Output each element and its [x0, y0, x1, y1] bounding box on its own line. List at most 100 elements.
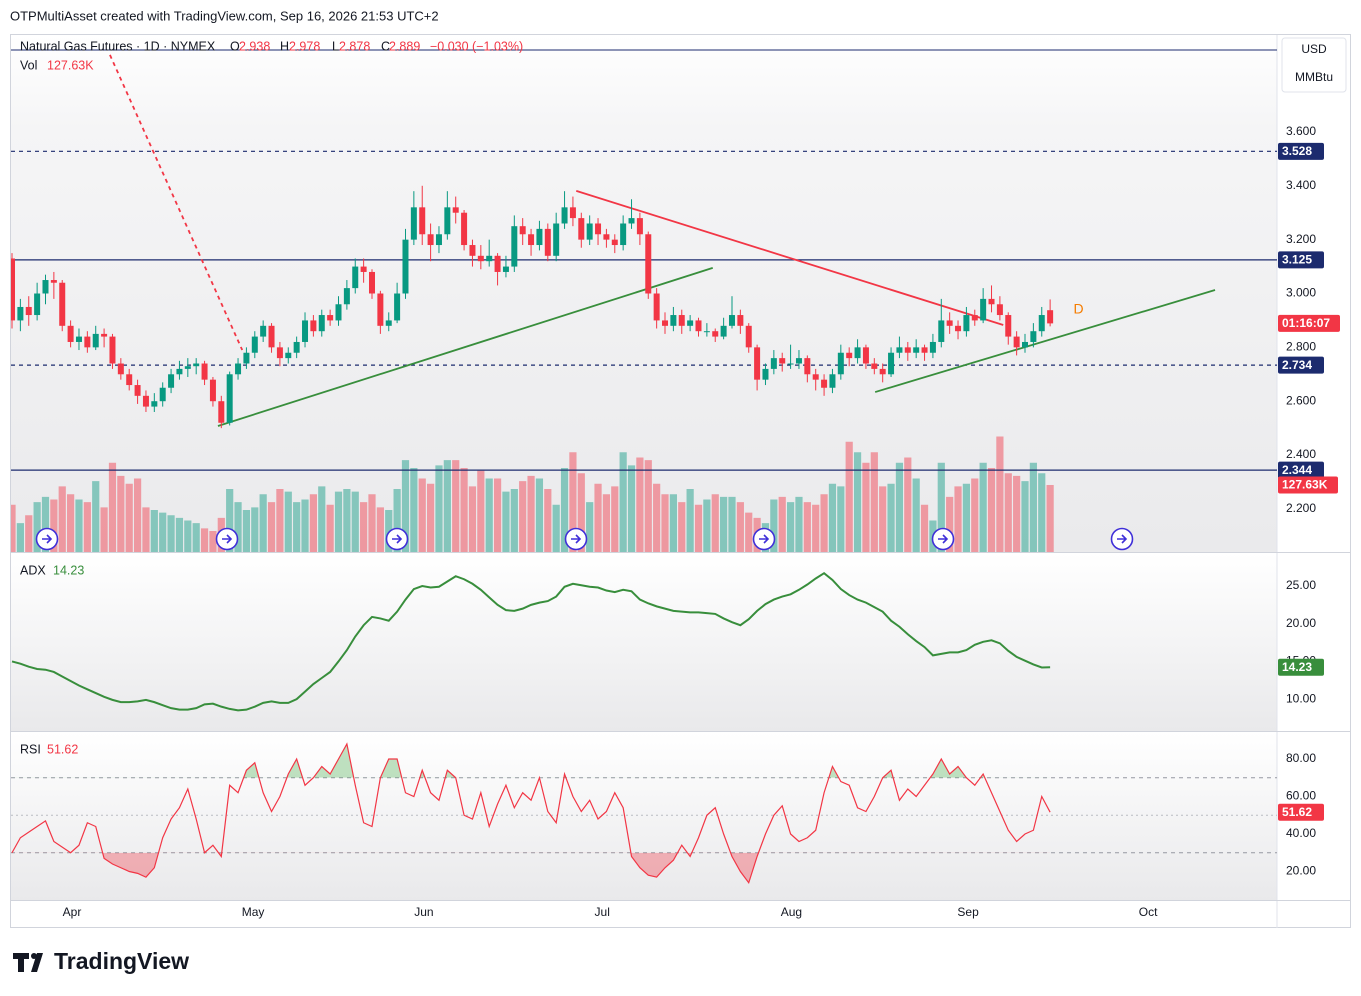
candle-body — [494, 255, 501, 272]
price-tag — [1278, 314, 1340, 332]
volume-bar — [175, 517, 184, 552]
volume-bar — [368, 494, 376, 552]
volume-bar — [527, 475, 535, 552]
candle-body — [84, 336, 91, 348]
ohlc-letter: O — [230, 39, 240, 53]
volume-bar — [711, 494, 719, 552]
volume-bar — [870, 452, 878, 552]
candle-body — [419, 207, 426, 235]
volume-bar — [200, 528, 209, 552]
unit-box — [1281, 37, 1347, 93]
candle-body — [611, 239, 618, 246]
volume-bar — [460, 468, 468, 552]
candle-body — [737, 315, 744, 326]
candle-body — [921, 347, 928, 353]
volume-bar — [33, 502, 41, 552]
trend-line — [576, 190, 1004, 326]
logo-text: TradingView — [54, 948, 189, 974]
volume-bar — [142, 507, 150, 552]
candle-body — [50, 280, 57, 283]
candle-body — [461, 212, 468, 246]
event-marker-arrow — [1117, 534, 1128, 544]
volume-bar — [552, 504, 560, 552]
volume-bar — [477, 470, 485, 552]
candle-body — [377, 293, 384, 326]
volume-bar — [393, 489, 401, 552]
volume-bar — [678, 502, 686, 552]
volume-bar — [987, 468, 996, 552]
candle-body — [955, 325, 962, 332]
volume-bar — [577, 473, 585, 552]
ohlc-value: 2.878 — [339, 39, 370, 53]
y-tick-label: 3.200 — [1286, 232, 1316, 246]
candle-body — [829, 374, 836, 388]
candle-body — [151, 401, 158, 407]
x-tick-label: Aug — [781, 905, 802, 919]
volume-bar — [510, 489, 518, 552]
candle-body — [712, 331, 719, 337]
candle-body — [846, 352, 853, 359]
candle-body — [360, 266, 367, 272]
volume-bar — [184, 520, 192, 552]
volume-bar — [209, 531, 217, 552]
candle-body — [142, 395, 149, 407]
annotation: D — [1074, 301, 1084, 317]
candle-body — [578, 218, 585, 240]
candle-body — [687, 320, 694, 326]
candle-body — [11, 258, 16, 321]
candle-body — [762, 368, 769, 380]
candle-body — [184, 366, 191, 369]
volume-bar — [837, 486, 845, 552]
candle-body — [117, 363, 124, 375]
y-tick-label: 2.800 — [1286, 340, 1316, 354]
volume-bar — [318, 486, 326, 552]
candle-body — [59, 282, 66, 326]
volume-bar — [937, 462, 945, 552]
volume-bar — [309, 494, 317, 552]
event-marker-arrow — [392, 534, 403, 544]
candle-body — [653, 293, 660, 321]
event-marker-arrow — [222, 534, 233, 544]
volume-bar — [351, 491, 359, 552]
volume-bar — [493, 478, 502, 552]
y-tick-label: 80.00 — [1286, 751, 1316, 765]
candle-body — [603, 234, 610, 240]
candle-body — [109, 336, 116, 364]
volume-bar — [1046, 484, 1054, 552]
volume-bar — [644, 460, 652, 552]
unit: MMBtu — [1295, 70, 1333, 84]
candle-body — [159, 387, 166, 402]
volume-bar — [251, 507, 259, 552]
candle-body — [410, 207, 417, 240]
volume-bar — [1038, 473, 1046, 552]
volume-bar — [820, 494, 828, 552]
candle-body — [913, 347, 920, 353]
candle-body — [75, 336, 82, 342]
volume-bar — [954, 486, 962, 552]
volume-bar — [770, 499, 778, 552]
volume-bar — [50, 499, 58, 552]
candle-body — [670, 315, 677, 326]
volume-bar — [971, 478, 979, 552]
indicator-plot — [11, 571, 1051, 712]
candle-body — [251, 336, 258, 353]
candle-body — [695, 320, 702, 332]
candle-body — [310, 320, 317, 332]
ohlc-letter: L — [332, 39, 339, 53]
volume-bar — [594, 483, 602, 552]
ohlc-value: 2.938 — [239, 39, 270, 53]
candle-body — [728, 315, 735, 326]
indicator-plot — [11, 742, 1277, 885]
volume-bar — [560, 468, 569, 552]
x-tick-label: Sep — [957, 905, 979, 919]
volume-bar — [284, 491, 292, 552]
ohlc-value: 2.978 — [289, 39, 320, 53]
candle-body — [285, 352, 292, 359]
volume-bar — [519, 481, 527, 552]
volume-bar — [996, 436, 1004, 552]
logo-icon — [31, 953, 37, 959]
change: −0.030 (−1.03%) — [430, 39, 523, 53]
candle-body — [368, 271, 375, 294]
candle-body — [645, 234, 652, 294]
candle-body — [837, 352, 844, 375]
